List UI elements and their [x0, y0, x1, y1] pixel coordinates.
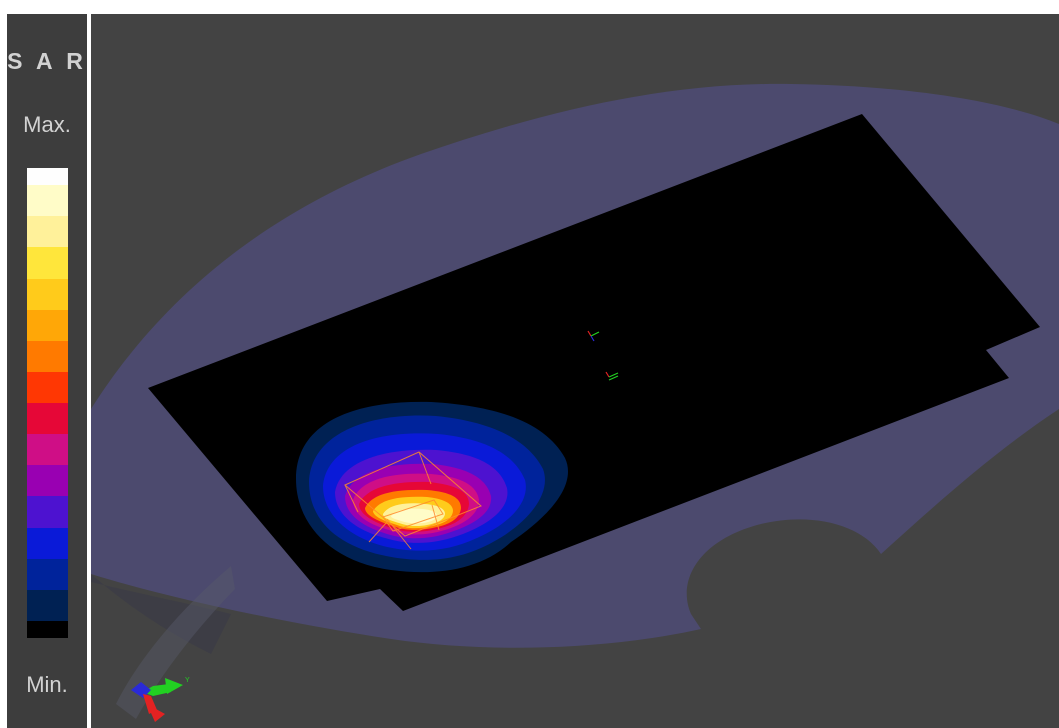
x-axis-arrow	[143, 694, 165, 722]
y-axis-label: Y	[185, 677, 190, 684]
color-swatch	[27, 589, 68, 621]
color-swatch	[27, 185, 68, 217]
orientation-axes-triad[interactable]: Y	[131, 677, 190, 722]
color-scale-bar	[27, 168, 68, 638]
color-swatch	[27, 527, 68, 559]
color-swatch	[27, 496, 68, 528]
legend-title: S A R	[7, 48, 87, 74]
body-shadow	[91, 574, 231, 654]
color-swatch	[27, 465, 68, 497]
scene-canvas[interactable]: Y	[91, 14, 1059, 728]
color-swatch	[27, 403, 68, 435]
3d-viewport[interactable]: Y	[91, 14, 1059, 728]
probe-marker-2	[605, 371, 619, 381]
legend-min-label: Min.	[26, 672, 68, 697]
color-swatch	[27, 168, 68, 186]
color-swatch	[27, 309, 68, 341]
legend-max-label: Max.	[23, 112, 71, 137]
z-axis-arrow	[131, 682, 151, 698]
sar-legend-panel: S A R Max. Min.	[7, 14, 87, 728]
color-swatch	[27, 247, 68, 279]
probe-marker-1	[587, 330, 600, 342]
limb-shadow	[116, 566, 235, 719]
color-swatch	[27, 278, 68, 310]
color-swatch	[27, 620, 68, 638]
color-swatch	[27, 340, 68, 372]
source-wireframe	[344, 451, 482, 550]
color-swatch	[27, 558, 68, 590]
y-axis-arrow	[143, 678, 183, 696]
color-swatch	[27, 371, 68, 403]
color-swatch	[27, 216, 68, 248]
color-swatch	[27, 434, 68, 466]
